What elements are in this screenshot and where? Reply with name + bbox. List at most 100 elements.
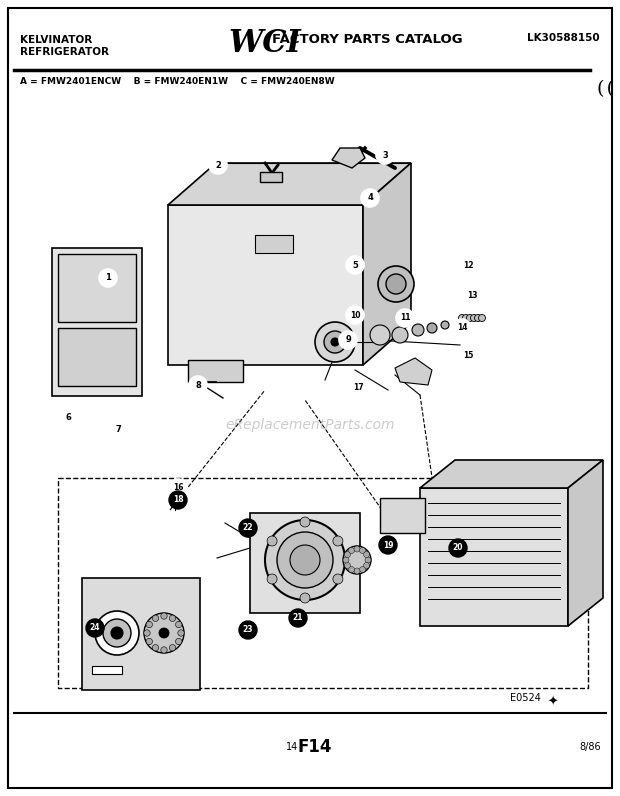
Text: KELVINATOR: KELVINATOR [20, 35, 92, 45]
Text: 12: 12 [463, 260, 473, 270]
Circle shape [449, 539, 467, 557]
Circle shape [331, 338, 339, 346]
Text: A = FMW2401ENCW    B = FMW240EN1W    C = FMW240EN8W: A = FMW2401ENCW B = FMW240EN1W C = FMW24… [20, 77, 335, 86]
Circle shape [363, 552, 370, 557]
Text: 22: 22 [243, 524, 253, 533]
Circle shape [109, 421, 127, 439]
Circle shape [175, 638, 182, 645]
Text: 24: 24 [90, 623, 100, 633]
Circle shape [379, 536, 397, 554]
Text: 9: 9 [345, 335, 351, 345]
Bar [52, 248, 142, 396]
Text: FACTORY PARTS CATALOG: FACTORY PARTS CATALOG [272, 33, 463, 46]
Circle shape [370, 325, 390, 345]
Text: 2: 2 [215, 161, 221, 170]
Circle shape [189, 376, 207, 394]
Circle shape [345, 552, 350, 557]
Circle shape [169, 491, 187, 509]
Text: WCI: WCI [228, 28, 301, 59]
Circle shape [345, 563, 350, 568]
Circle shape [396, 309, 414, 327]
Circle shape [346, 256, 364, 274]
Circle shape [153, 615, 159, 622]
Bar [255, 235, 293, 253]
Circle shape [354, 546, 360, 552]
Bar [420, 488, 568, 626]
Circle shape [378, 266, 414, 302]
Text: 15: 15 [463, 350, 473, 360]
Circle shape [95, 611, 139, 655]
Circle shape [333, 574, 343, 584]
Circle shape [479, 314, 485, 322]
Circle shape [324, 331, 346, 353]
Text: 16: 16 [173, 483, 184, 493]
Circle shape [239, 621, 257, 639]
Circle shape [209, 156, 227, 174]
Text: 17: 17 [353, 384, 363, 392]
Text: 8: 8 [195, 380, 201, 389]
Text: REFRIGERATOR: REFRIGERATOR [20, 47, 109, 57]
Circle shape [178, 630, 184, 636]
Circle shape [354, 568, 360, 574]
Circle shape [376, 146, 394, 164]
Circle shape [159, 628, 169, 638]
Text: F14: F14 [298, 738, 332, 756]
Circle shape [315, 322, 355, 362]
Bar [250, 513, 360, 613]
Text: ✦: ✦ [548, 696, 559, 709]
Circle shape [161, 613, 167, 619]
Circle shape [169, 645, 175, 651]
Text: 23: 23 [243, 626, 253, 634]
Bar [58, 254, 136, 322]
Bar [58, 328, 136, 386]
Circle shape [360, 567, 366, 572]
Text: 11: 11 [400, 314, 410, 322]
Circle shape [463, 286, 481, 304]
Circle shape [144, 613, 184, 653]
Circle shape [343, 546, 371, 574]
Circle shape [459, 256, 477, 274]
Circle shape [463, 314, 469, 322]
Circle shape [289, 609, 307, 627]
Circle shape [169, 479, 187, 497]
Circle shape [346, 306, 364, 324]
Circle shape [59, 409, 77, 427]
Text: 6: 6 [65, 413, 71, 423]
Circle shape [169, 615, 175, 622]
Text: 5: 5 [352, 260, 358, 270]
Text: 14: 14 [286, 742, 298, 752]
Text: E0524: E0524 [510, 693, 541, 703]
Polygon shape [363, 163, 411, 365]
Text: 13: 13 [467, 291, 477, 299]
Text: 21: 21 [293, 614, 303, 622]
Text: 14: 14 [457, 323, 467, 333]
Bar [188, 360, 243, 382]
Text: 20: 20 [453, 544, 463, 552]
Circle shape [361, 189, 379, 207]
Bar [82, 578, 200, 690]
Circle shape [277, 532, 333, 588]
Circle shape [365, 557, 371, 563]
Circle shape [348, 548, 355, 553]
Circle shape [300, 517, 310, 527]
Circle shape [103, 619, 131, 647]
Circle shape [360, 548, 366, 553]
Text: LK30588150: LK30588150 [528, 33, 600, 43]
Text: 18: 18 [173, 495, 184, 505]
Bar [58, 478, 588, 688]
Circle shape [239, 519, 257, 537]
Circle shape [349, 379, 367, 397]
Circle shape [146, 622, 153, 628]
Text: 4: 4 [367, 193, 373, 202]
Circle shape [300, 593, 310, 603]
Text: 1: 1 [105, 274, 111, 283]
Circle shape [471, 314, 477, 322]
Circle shape [111, 627, 123, 639]
Circle shape [144, 630, 150, 636]
Circle shape [343, 557, 349, 563]
Polygon shape [395, 358, 432, 385]
Text: 3: 3 [382, 150, 388, 159]
Circle shape [427, 323, 437, 333]
Polygon shape [332, 148, 365, 168]
Circle shape [175, 622, 182, 628]
